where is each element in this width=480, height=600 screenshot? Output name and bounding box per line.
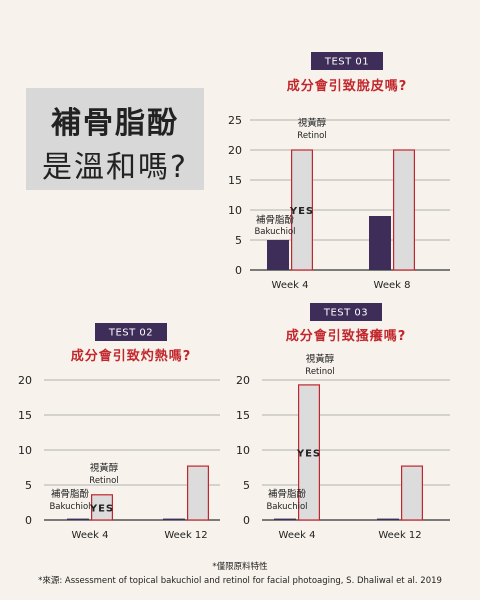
chart1-ytick: 20 (228, 144, 242, 157)
chart3-title: 成分會引致搔癢嗎? (286, 328, 407, 344)
chart3-bar-retinol (401, 465, 424, 521)
chart3-bar-retinol (298, 384, 321, 521)
chart2-title: 成分會引致灼熱嗎? (71, 348, 192, 364)
chart1-bar-retinol (393, 149, 416, 271)
headline-line2: 是溫和嗎? (42, 150, 188, 185)
chart3-ytick: 10 (236, 444, 250, 457)
chart2-label-bakuchiol-zh: 補骨脂酚 (51, 488, 90, 500)
chart3-xtick: Week 4 (279, 530, 316, 541)
chart2-bar-retinol (187, 465, 210, 521)
chart1-badge-text: TEST 01 (324, 57, 369, 68)
chart1-ytick: 10 (228, 204, 242, 217)
chart1-label-retinol-en: Retinol (297, 131, 326, 141)
chart2-bar-retinol (90, 494, 113, 521)
chart3-badge (310, 303, 382, 321)
chart2-bar-bakuchiol (67, 518, 89, 521)
chart2-ytick: 0 (25, 514, 32, 527)
chart1-xtick: Week 8 (374, 280, 411, 291)
chart2-badge-text: TEST 02 (108, 328, 153, 339)
chart2-xtick: Week 4 (72, 530, 109, 541)
chart2-label-yes: YES (89, 503, 114, 514)
chart1-label-bakuchiol-en: Bakuchiol (254, 227, 295, 237)
chart1-bar-bakuchiol (267, 240, 289, 270)
chart1-label-retinol-zh: 視黃醇 (298, 117, 327, 129)
chart3-bar-bakuchiol (377, 518, 399, 521)
chart2-xtick: Week 12 (164, 530, 207, 541)
headline-box: 補骨脂酚 是溫和嗎? (26, 88, 204, 190)
chart1-bar-bakuchiol (369, 216, 391, 270)
chart1-ytick: 15 (228, 174, 242, 187)
chart1-ytick: 0 (235, 264, 242, 277)
chart3-label-bakuchiol-en: Bakuchiol (266, 502, 307, 512)
chart1-xtick: Week 4 (272, 280, 309, 291)
chart3-label-retinol-en: Retinol (305, 367, 334, 377)
chart3-label-retinol-zh: 視黃醇 (306, 353, 335, 365)
chart2-ytick: 10 (18, 444, 32, 457)
chart2-ytick: 15 (18, 409, 32, 422)
chart1-label-yes: YES (289, 206, 314, 217)
chart2-bar-bakuchiol (163, 518, 185, 521)
chart3-ytick: 0 (243, 514, 250, 527)
chart3-label-bakuchiol-zh: 補骨脂酚 (268, 488, 307, 500)
chart1-ytick: 5 (235, 234, 242, 247)
chart3-ytick: 20 (236, 374, 250, 387)
chart3-xtick: Week 12 (378, 530, 421, 541)
chart2-label-retinol-zh: 視黃醇 (90, 462, 119, 474)
chart1-badge (311, 52, 383, 70)
footnote-note: *僅限原料特性 (212, 562, 268, 572)
chart1-title: 成分會引致脫皮嗎? (287, 78, 408, 94)
chart1-label-bakuchiol-zh: 補骨脂酚 (256, 214, 295, 226)
chart3-bar-bakuchiol (274, 518, 296, 521)
chart2-label-bakuchiol-en: Bakuchiol (49, 502, 90, 512)
chart2-label-retinol-en: Retinol (89, 476, 118, 486)
chart2-ytick: 20 (18, 374, 32, 387)
chart1-ytick: 25 (228, 114, 242, 127)
footnote-source: *來源: Assessment of topical bakuchiol and… (38, 576, 442, 586)
chart3-ytick: 15 (236, 409, 250, 422)
chart2-ytick: 5 (25, 479, 32, 492)
chart1-bar-retinol (291, 149, 314, 271)
chart3-badge-text: TEST 03 (323, 308, 368, 319)
chart3-ytick: 5 (243, 479, 250, 492)
chart2-badge (95, 323, 167, 341)
headline-line1: 補骨脂酚 (51, 106, 179, 141)
chart3-label-yes: YES (296, 448, 321, 459)
